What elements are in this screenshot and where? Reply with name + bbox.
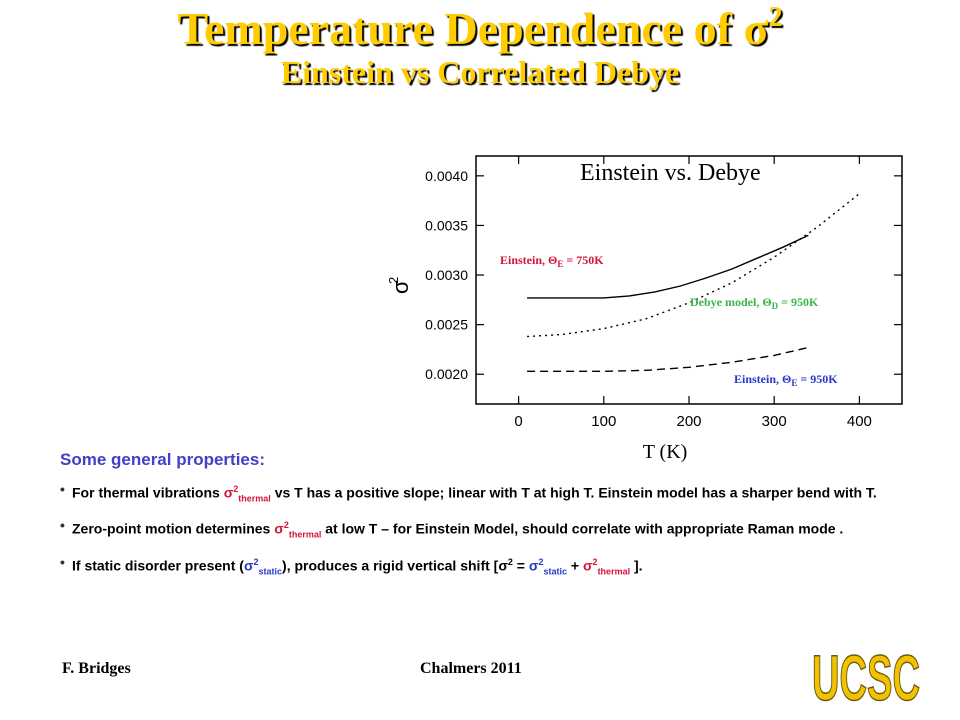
bullet-dot: • [60, 481, 65, 497]
series-label-text: Einstein, Θ [500, 253, 557, 267]
bullet-text: σ [223, 484, 234, 501]
property-bullet: • If static disorder present (σ2static), … [60, 553, 920, 581]
bullet-dot: • [60, 553, 65, 570]
ucsc-logo: UCSC [811, 644, 921, 706]
bullet-text: thermal [597, 566, 631, 577]
series-label: Debye model, ΘD = 950K [690, 295, 819, 311]
series-line [527, 346, 809, 372]
bullet-text: For thermal vibrations [72, 484, 224, 501]
series-label-sub: D [772, 301, 779, 311]
title-main: Temperature Dependence of σ2 [177, 2, 783, 54]
bullet-text: σ [528, 557, 539, 574]
properties-list: • For thermal vibrations σ2thermal vs T h… [60, 480, 920, 581]
footer-author: F. Bridges [62, 660, 131, 677]
x-tick-label: 200 [676, 413, 701, 430]
y-tick-label: 0.0025 [425, 317, 468, 333]
properties-heading: Some general properties: [60, 450, 266, 469]
x-tick-label: 300 [762, 413, 787, 430]
series-label: Einstein, ΘE = 950K [734, 372, 838, 388]
chart-svg: 0.0020 0.0025 0.0030 0.0035 0.0040 0 100 200 300… [386, 155, 903, 463]
y-axis-label: σ [388, 280, 413, 294]
bullet-text: 2 [253, 556, 259, 567]
series-label-sub: E [791, 378, 797, 388]
bullet-text: = [512, 557, 529, 574]
property-bullet: • For thermal vibrations σ2thermal vs T h… [60, 480, 920, 508]
bullet-text: σ [274, 521, 284, 538]
bullet-text: σ [582, 557, 593, 574]
bullet-text: 2 [283, 520, 289, 531]
series-label-text: = 750K [563, 253, 604, 267]
y-tick-label: 0.0020 [425, 366, 468, 382]
bullet-text: static [258, 566, 283, 577]
bullet-text: vs T has a positive slope; linear with T… [270, 484, 877, 501]
y-tick-label: 0.0030 [425, 267, 468, 283]
properties-section: Some general properties: • For thermal vi… [60, 450, 920, 589]
title-subtitle: Einstein vs Correlated Debye [280, 54, 680, 90]
series-line [527, 234, 809, 299]
bullet-text: ]. [630, 557, 643, 574]
bullet-text: If static disorder present ( [72, 557, 244, 574]
series-label: Einstein, ΘE = 750K [500, 253, 604, 269]
bullet-dot: • [60, 517, 65, 534]
bullet-text: Zero-point motion determines [72, 521, 275, 538]
series-label-sub: E [557, 259, 563, 269]
bullet-text: at low T – for Einstein Model, should co… [321, 521, 844, 538]
series-label-text: = 950K [797, 372, 838, 386]
x-tick-label: 100 [591, 413, 616, 430]
bullet-text: thermal [238, 493, 271, 504]
footer-event: Chalmers 2011 [420, 660, 522, 677]
bullet-text: σ [243, 557, 254, 574]
x-tick-label: 0 [514, 413, 522, 430]
slide-title: Temperature Dependence of σ2 Einstein vs… [0, 2, 960, 90]
series-label-text: = 950K [778, 295, 819, 309]
bullet-text: 2 [507, 556, 513, 567]
bullet-text: 2 [538, 556, 544, 567]
bullet-text: thermal [288, 529, 322, 540]
y-tick-label: 0.0035 [425, 217, 468, 233]
y-tick-label: 0.0040 [425, 168, 468, 184]
series-label-text: Einstein, Θ [734, 372, 791, 386]
x-tick-label: 400 [847, 413, 872, 430]
bullet-text: + [567, 557, 583, 574]
series-line [527, 193, 860, 338]
property-bullet: • Zero-point motion determines σ2thermal … [60, 516, 920, 544]
bullet-text: ), produces a rigid vertical shift [σ [282, 557, 508, 574]
svg-text:UCSC: UCSC [812, 644, 920, 706]
x-axis-label: T (K) [643, 441, 688, 463]
series-label-text: Debye model, Θ [690, 295, 772, 309]
bullet-text: 2 [592, 556, 598, 567]
bullet-text: static [543, 566, 567, 577]
y-axis-label-sup: 2 [386, 277, 401, 284]
chart-title: Einstein vs. Debye [580, 160, 761, 186]
bullet-text: 2 [233, 484, 239, 494]
sigma-squared-chart: 0.0020 0.0025 0.0030 0.0035 0.0040 0 100 200 300… [380, 126, 910, 466]
